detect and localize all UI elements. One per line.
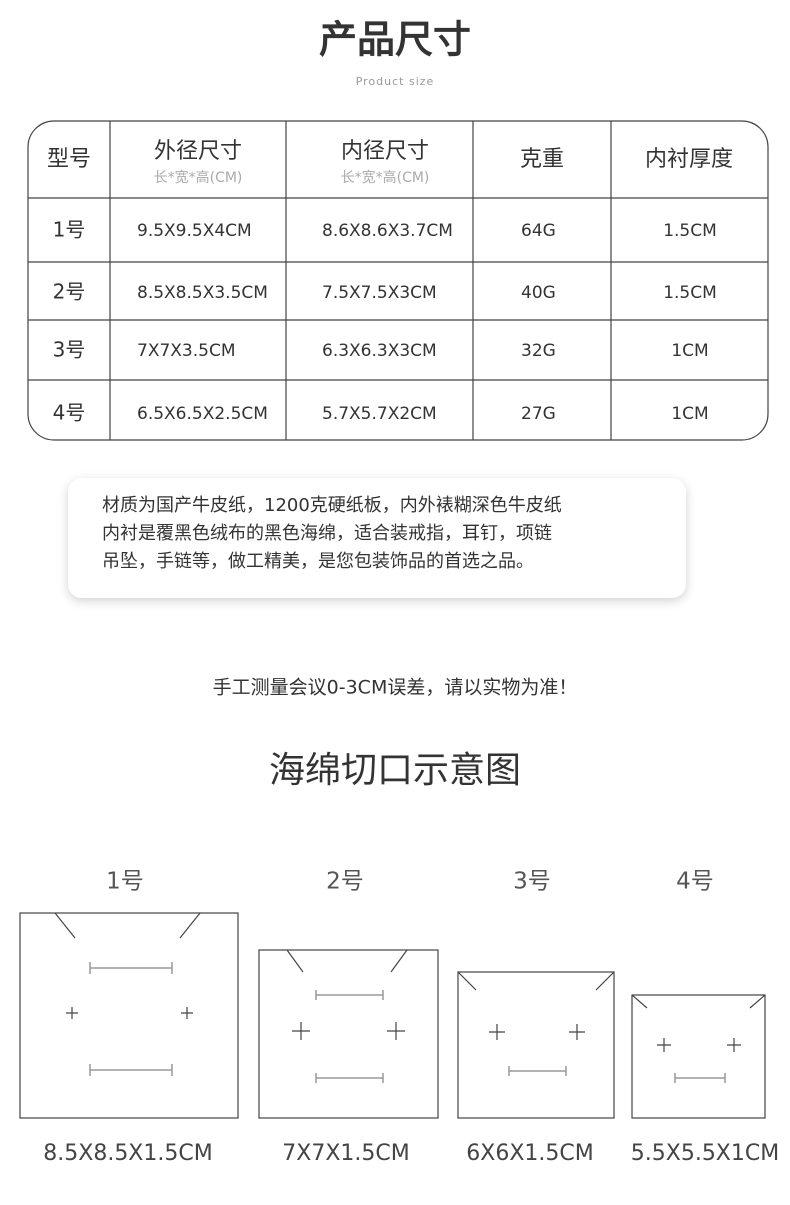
table-header: 外径尺寸 bbox=[154, 139, 242, 164]
diagram-slits bbox=[89, 962, 726, 1083]
table-cell: 4号 bbox=[53, 401, 86, 425]
table-cell: 1.5CM bbox=[663, 283, 717, 303]
diagram-size: 7X7X1.5CM bbox=[282, 1141, 409, 1166]
table-cell: 5.7X5.7X2CM bbox=[322, 404, 437, 424]
description-line: 材质为国产牛皮纸，1200克硬纸板，内外裱糊深色牛皮纸 bbox=[102, 495, 562, 516]
title: 产品尺寸 bbox=[319, 18, 471, 62]
diagram-title: 海绵切口示意图 bbox=[269, 750, 521, 791]
diagram-label: 2号 bbox=[326, 869, 364, 895]
description-box bbox=[68, 478, 686, 598]
diagram-size: 8.5X8.5X1.5CM bbox=[43, 1141, 212, 1166]
table-cell: 1CM bbox=[671, 341, 708, 361]
table-header-note: 长*宽*高(CM) bbox=[154, 169, 243, 186]
table-header: 克重 bbox=[520, 147, 564, 172]
table-cell: 2号 bbox=[53, 280, 86, 304]
diagram-label: 1号 bbox=[106, 869, 144, 895]
diagram-label: 3号 bbox=[513, 869, 551, 895]
table-cell: 1.5CM bbox=[663, 221, 717, 241]
description-line: 吊坠，手链等，做工精美，是您包装饰品的首选之品。 bbox=[102, 551, 534, 572]
diagram-size: 6X6X1.5CM bbox=[466, 1141, 593, 1166]
table-cell: 6.5X6.5X2.5CM bbox=[137, 404, 268, 424]
table-cell: 32G bbox=[521, 341, 556, 361]
table-cell: 7.5X7.5X3CM bbox=[322, 283, 437, 303]
subtitle: Product size bbox=[356, 75, 435, 88]
table-frame bbox=[27, 120, 769, 441]
diagram-label: 4号 bbox=[676, 869, 714, 895]
table-cell: 8.5X8.5X3.5CM bbox=[137, 283, 268, 303]
table-header-note: 长*宽*高(CM) bbox=[341, 169, 430, 186]
table-cell: 8.6X8.6X3.7CM bbox=[322, 221, 453, 241]
table-cell: 40G bbox=[521, 283, 556, 303]
table-cell: 6.3X6.3X3CM bbox=[322, 341, 437, 361]
description-line: 内衬是覆黑色绒布的黑色海绵，适合装戒指，耳钉，项链 bbox=[102, 523, 552, 544]
table-header: 内衬厚度 bbox=[645, 147, 733, 172]
diagram-text: 1号 8.5X8.5X1.5CM 2号 7X7X1.5CM 3号 6X6X1.5CM 4号 5… bbox=[43, 869, 779, 1167]
table-cell: 64G bbox=[521, 221, 556, 241]
table-header: 型号 bbox=[47, 147, 91, 172]
table-cell: 1号 bbox=[53, 218, 86, 242]
notice: 手工测量会议0-3CM误差，请以实物为准！ bbox=[213, 677, 578, 699]
diagram-size: 5.5X5.5X1CM bbox=[631, 1141, 779, 1166]
table-header: 内径尺寸 bbox=[341, 139, 429, 164]
table-cell: 9.5X9.5X4CM bbox=[137, 221, 252, 241]
table-lines bbox=[28, 121, 768, 440]
table-cell: 3号 bbox=[53, 338, 86, 362]
table-cell: 7X7X3.5CM bbox=[137, 341, 236, 361]
table-cell: 27G bbox=[521, 404, 556, 424]
diagram-shapes bbox=[19, 912, 766, 1119]
table-cell: 1CM bbox=[671, 404, 708, 424]
